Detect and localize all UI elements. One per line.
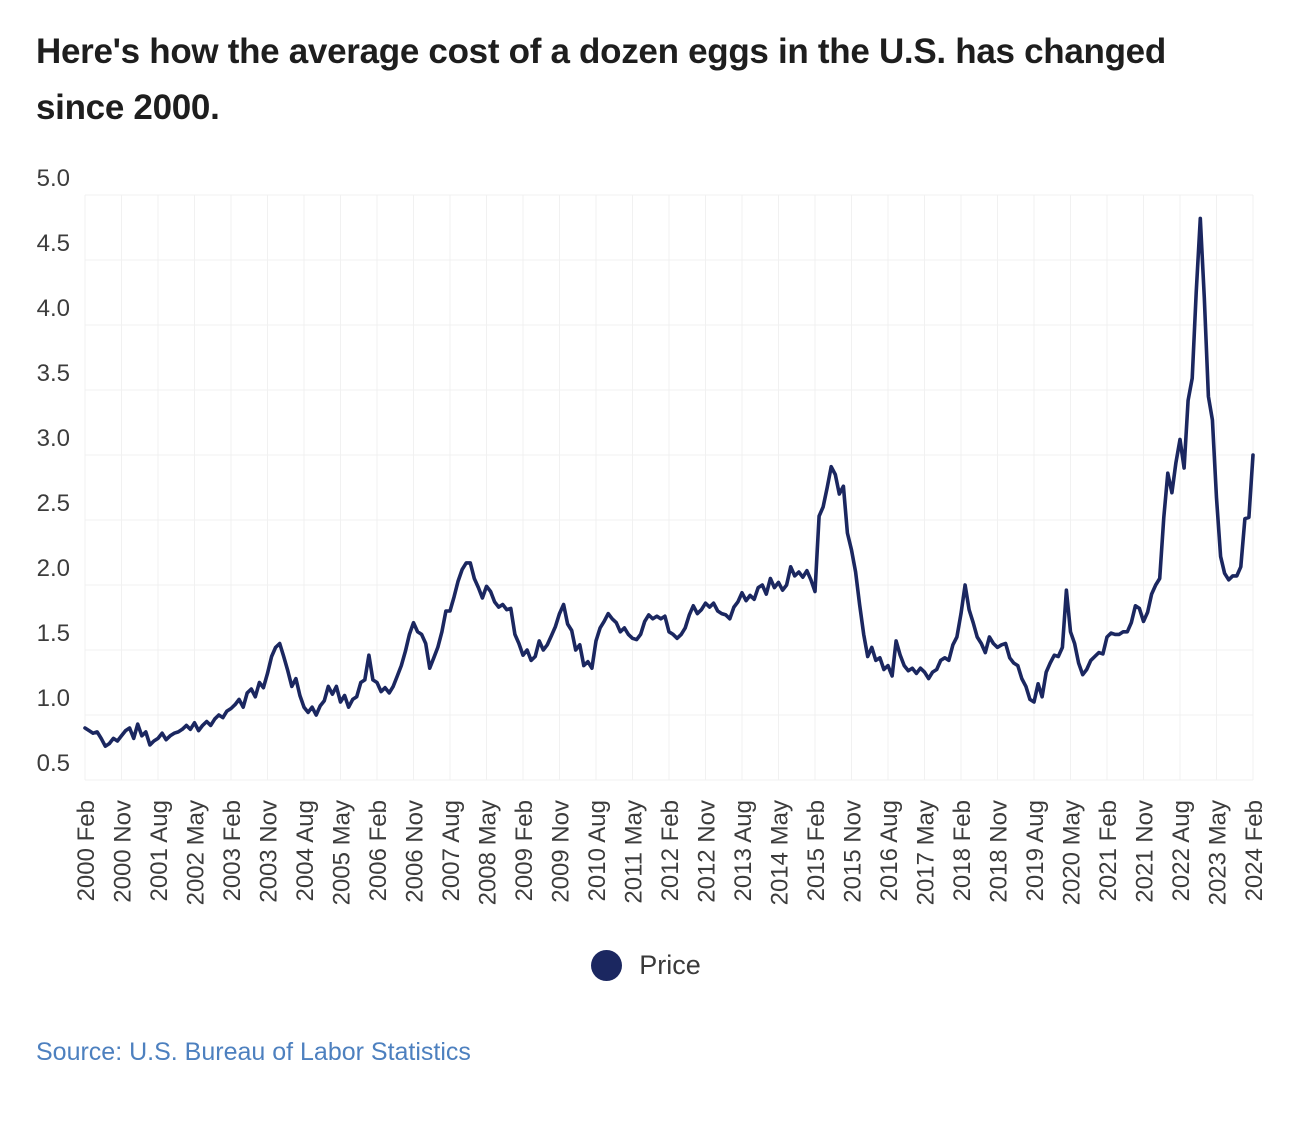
x-tick-label: 2000 Nov [110,800,137,903]
x-tick-label: 2006 Nov [402,800,429,903]
x-tick-label: 2003 Feb [219,800,246,901]
x-tick-label: 2018 Feb [949,800,976,901]
price-line [83,216,1255,749]
x-tick-label: 2000 Feb [73,800,100,901]
source-row: Source: U.S. Bureau of Labor Statistics [36,1038,1256,1067]
x-tick-label: 2002 May [183,800,210,905]
price-legend-label: Price [639,949,701,980]
y-tick-label: 1.0 [37,685,70,712]
x-tick-label: 2012 Feb [657,800,684,901]
price-legend-dot-icon [591,949,623,981]
x-tick-label: 2015 Feb [803,800,830,901]
x-tick-label: 2009 Feb [511,800,538,901]
x-tick-label: 2009 Nov [548,800,575,903]
x-tick-label: 2018 Nov [986,800,1013,903]
x-tick-label: 2005 May [329,800,356,905]
x-tick-label: 2024 Feb [1241,800,1268,901]
x-tick-label: 2012 Nov [694,800,721,903]
x-tick-label: 2008 May [475,800,502,905]
chart-legend: Price [0,948,1292,982]
x-tick-label: 2001 Aug [146,800,173,901]
y-tick-label: 3.0 [37,425,70,452]
x-tick-label: 2014 May [767,800,794,905]
x-tick-label: 2015 Nov [840,800,867,903]
x-tick-label: 2017 May [913,800,940,905]
y-tick-label: 4.0 [37,295,70,322]
y-tick-label: 0.5 [37,750,70,777]
x-tick-label: 2013 Aug [730,800,757,901]
y-tick-label: 1.5 [37,620,70,647]
x-tick-label: 2021 Nov [1132,800,1159,903]
page-title: Here's how the average cost of a dozen e… [36,32,1166,127]
source-link[interactable]: Source: U.S. Bureau of Labor Statistics [36,1038,471,1066]
egg-price-line-chart: 5.0 4.5 4.0 3.5 3.0 2.5 2.0 1.5 1.0 0.5 2000 Feb 20… [0,142,1292,942]
x-tick-label: 2004 Aug [292,800,319,901]
x-tick-label: 2020 May [1059,800,1086,905]
x-tick-label: 2022 Aug [1168,800,1195,901]
x-tick-label: 2006 Feb [365,800,392,901]
x-tick-label: 2021 Feb [1095,800,1122,901]
x-tick-label: 2016 Aug [876,800,903,901]
x-tick-label: 2023 May [1205,800,1232,905]
y-tick-label: 2.5 [37,490,70,517]
y-tick-label: 2.0 [37,555,70,582]
x-tick-label: 2011 May [621,800,648,904]
x-tick-label: 2019 Aug [1022,800,1049,901]
y-tick-label: 3.5 [37,360,70,387]
y-tick-label: 4.5 [37,230,70,257]
x-tick-label: 2010 Aug [584,800,611,901]
y-tick-label: 5.0 [37,165,70,192]
x-tick-label: 2003 Nov [256,800,283,903]
x-tick-label: 2007 Aug [438,800,465,901]
